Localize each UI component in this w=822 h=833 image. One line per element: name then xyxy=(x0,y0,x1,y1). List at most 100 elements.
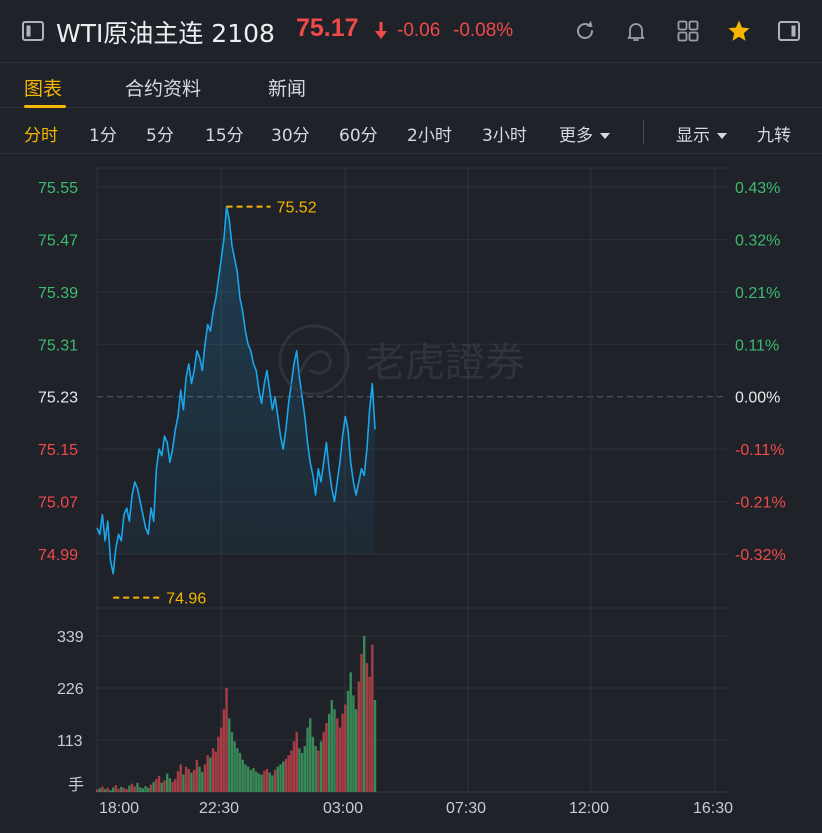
volume-bar xyxy=(279,764,282,792)
period-intraday[interactable]: 分时 xyxy=(24,126,58,146)
percent-tick-label: 0.32% xyxy=(735,232,780,249)
volume-bar xyxy=(190,772,193,792)
display-dropdown[interactable]: 显示 xyxy=(676,121,727,146)
volume-bar xyxy=(230,732,234,792)
sidebar-panel-icon[interactable] xyxy=(21,19,45,43)
arrow-down-icon xyxy=(375,22,387,39)
price-tick-label: 75.55 xyxy=(38,180,78,197)
display-label: 显示 xyxy=(676,126,710,146)
volume-bar xyxy=(130,783,134,792)
volume-bar xyxy=(246,766,250,792)
volume-bar xyxy=(147,787,150,792)
volume-bar xyxy=(195,759,199,792)
volume-bar xyxy=(319,741,323,792)
volume-bar xyxy=(228,718,231,792)
volume-bar xyxy=(244,764,247,792)
period-3h[interactable]: 3小时 xyxy=(482,126,527,146)
volume-bar xyxy=(317,750,320,792)
volume-bar xyxy=(176,771,180,792)
volume-bar xyxy=(371,644,374,792)
tab-news[interactable]: 新闻 xyxy=(268,78,307,100)
intraday-chart[interactable]: 75.55 0.43% 75.47 0.32% 75.39 0.21% 75.31 0.11%… xyxy=(0,154,822,833)
volume-bar xyxy=(260,774,263,792)
volume-bar xyxy=(198,766,201,792)
time-tick-label: 07:30 xyxy=(446,800,486,817)
volume-bar xyxy=(136,782,139,792)
price-tick-label: 75.23 xyxy=(38,390,78,407)
star-icon[interactable] xyxy=(727,19,751,43)
volume-bar xyxy=(336,718,339,792)
volume-tick-label: 339 xyxy=(57,629,84,646)
volume-bar xyxy=(222,709,226,792)
volume-bar xyxy=(333,709,336,792)
volume-bar xyxy=(95,789,99,792)
volume-bar xyxy=(184,766,188,792)
volume-bar xyxy=(276,766,280,792)
price-change-percent: -0.08% xyxy=(453,20,514,41)
grid-menu-icon[interactable] xyxy=(676,19,700,43)
period-15min[interactable]: 15分 xyxy=(205,126,244,146)
volume-bar xyxy=(327,713,331,792)
volume-bar xyxy=(236,748,239,792)
volume-bar xyxy=(314,745,317,792)
time-tick-label: 18:00 xyxy=(99,800,139,817)
refresh-icon[interactable] xyxy=(573,19,597,43)
volume-bar xyxy=(225,688,228,792)
volume-bar xyxy=(322,732,325,792)
volume-bar xyxy=(122,787,126,792)
volume-bar xyxy=(111,787,115,792)
percent-tick-label: 0.00% xyxy=(735,390,780,407)
side-panel-icon[interactable] xyxy=(777,19,801,43)
period-selector: 分时 1分 5分 15分 30分 60分 2小时 3小时 更多 显示 九转 xyxy=(0,108,822,154)
volume-bar xyxy=(101,786,104,792)
volume-bar xyxy=(160,782,163,792)
volume-tick-label: 226 xyxy=(57,681,84,698)
volume-bar xyxy=(365,663,369,792)
instrument-title: WTI原油主连 2108 xyxy=(56,19,275,48)
high-low-markers: 75.52 74.96 xyxy=(113,200,317,608)
volume-bar xyxy=(138,787,142,792)
more-periods-dropdown[interactable]: 更多 xyxy=(559,121,610,146)
volume-bar xyxy=(133,786,136,792)
volume-bar xyxy=(114,785,118,792)
volume-bar xyxy=(265,768,269,792)
volume-bar xyxy=(209,757,212,792)
high-marker-label: 75.52 xyxy=(277,200,317,217)
tab-contract-info[interactable]: 合约资料 xyxy=(125,78,202,100)
divider xyxy=(643,120,644,144)
chevron-down-icon xyxy=(717,133,727,139)
volume-bar xyxy=(152,781,155,792)
period-2h[interactable]: 2小时 xyxy=(407,126,452,146)
last-price: 75.17 xyxy=(296,14,359,42)
bell-icon[interactable] xyxy=(624,19,648,43)
price-tick-label: 74.99 xyxy=(38,547,78,564)
time-tick-label: 12:00 xyxy=(569,800,609,817)
period-30min[interactable]: 30分 xyxy=(271,126,310,146)
volume-bar xyxy=(203,764,207,792)
period-1min[interactable]: 1分 xyxy=(89,126,117,146)
volume-bar xyxy=(206,755,209,792)
volume-bar xyxy=(117,788,120,792)
volume-bar xyxy=(368,676,371,792)
volume-bar xyxy=(282,761,285,792)
price-area-fill xyxy=(97,206,375,574)
volume-bar xyxy=(120,786,123,792)
volume-unit-label: 手 xyxy=(68,776,84,794)
volume-bar xyxy=(163,780,166,792)
time-tick-label: 03:00 xyxy=(323,800,363,817)
volume-bar xyxy=(187,768,190,792)
price-tick-label: 75.07 xyxy=(38,495,78,512)
period-5min[interactable]: 5分 xyxy=(146,126,174,146)
volume-bar xyxy=(214,751,217,792)
volume-bar xyxy=(341,713,344,792)
nine-turn-toggle[interactable]: 九转 xyxy=(757,126,791,146)
volume-bar xyxy=(249,769,253,792)
volume-bar xyxy=(298,748,301,792)
header-bar: WTI原油主连 2108 75.17 -0.06 -0.08% xyxy=(0,0,822,62)
volume-bar xyxy=(309,718,312,792)
volume-bar xyxy=(192,769,196,792)
price-tick-label: 75.47 xyxy=(38,232,78,249)
tab-chart[interactable]: 图表 xyxy=(24,78,63,100)
period-60min[interactable]: 60分 xyxy=(339,126,378,146)
volume-bar xyxy=(171,781,174,792)
